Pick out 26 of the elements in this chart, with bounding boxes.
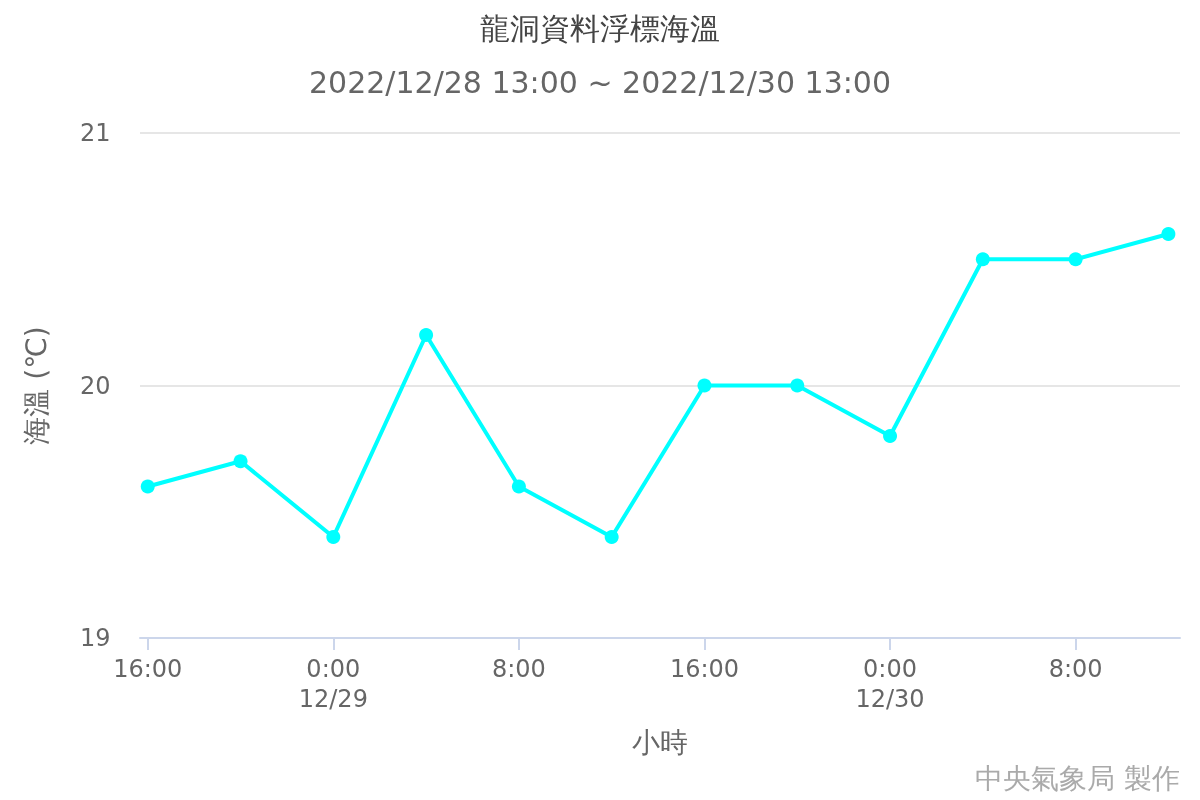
point <box>697 378 712 393</box>
point <box>1161 227 1176 241</box>
point <box>883 429 898 443</box>
y-axis-title: 海溫 (℃) <box>19 326 53 445</box>
point <box>233 454 248 469</box>
point <box>326 530 341 544</box>
x-tick-label: 0:00 12/30 <box>855 655 925 713</box>
x-axis-title: 小時 <box>632 725 688 759</box>
point <box>790 378 805 393</box>
chart-title: 龍洞資料浮標海溫 <box>480 10 720 46</box>
x-tick-label: 8:00 <box>1048 655 1103 683</box>
x-tick-label: 8:00 <box>491 655 546 683</box>
point <box>604 530 619 544</box>
x-tick-label: 0:00 12/29 <box>298 655 368 713</box>
point <box>975 252 990 267</box>
x-tick-label: 16:00 <box>669 655 740 683</box>
text: 中央氣象局 製作 <box>975 761 1181 795</box>
point <box>419 328 434 342</box>
x-tick-label: 16:00 <box>113 655 183 683</box>
point <box>140 479 155 494</box>
chart-subtitle: 2022/12/28 13:00 ~ 2022/12/30 13:00 <box>308 64 892 100</box>
point <box>511 479 526 494</box>
point <box>1068 252 1083 267</box>
y-tick-label: 21 <box>80 119 111 147</box>
y-tick-label: 19 <box>80 624 111 652</box>
y-tick-label: 20 <box>80 371 111 400</box>
